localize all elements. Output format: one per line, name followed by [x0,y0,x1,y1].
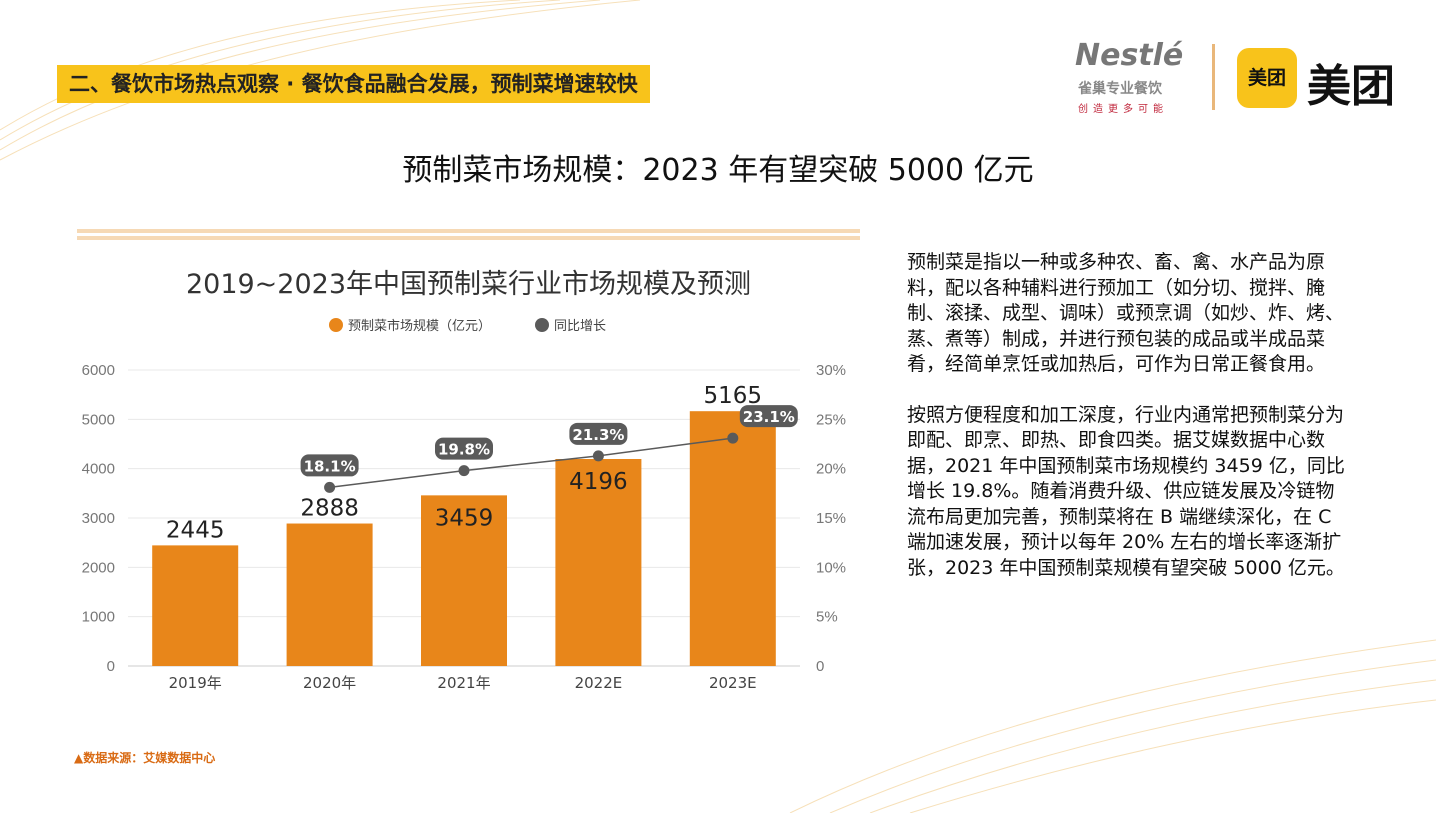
bar [689,411,776,666]
growth-label-bg [435,437,493,460]
left-axis-tick: 1000 [82,609,115,626]
meituan-logo: 美团 [1307,61,1395,112]
description-paragraph: 预制菜是指以一种或多种农、畜、禽、水产品为原料，配以各种辅料进行预加工（如分切、… [907,251,1345,375]
description-paragraph: 按照方便程度和加工深度，行业内通常把预制菜分为即配、即烹、即热、即食四类。据艾媒… [907,403,1345,579]
x-axis-tick: 2020年 [303,674,356,692]
growth-point [324,481,336,493]
growth-label-bg [569,422,628,445]
bar-value-label: 5165 [704,383,763,409]
growth-label-bg [300,454,359,477]
growth-point [458,465,470,477]
left-axis-tick: 5000 [82,411,115,428]
left-axis-tick: 6000 [82,362,115,379]
left-axis-tick: 2000 [82,559,115,576]
description: 预制菜是指以一种或多种农、畜、禽、水产品为原料，配以各种辅料进行预加工（如分切、… [907,250,1347,606]
section-title: 二、餐饮市场热点观察 · 餐饮食品融合发展，预制菜增速较快 [57,65,650,103]
logo-divider [1212,44,1215,110]
decorative-bands [77,229,860,243]
legend-label-bar: 预制菜市场规模（亿元） [348,318,491,334]
right-axis-tick: 10% [816,559,846,576]
bar-value-label: 4196 [569,469,628,495]
x-axis-tick: 2023E [709,674,757,692]
bar [555,458,642,666]
right-axis-tick: 5% [816,609,838,626]
growth-line [329,437,733,489]
growth-label: 19.8% [438,441,490,459]
slide-title: 预制菜市场规模：2023 年有望突破 5000 亿元 [402,153,1034,188]
logos: Nestlé 雀巢专业餐饮 创造更多可能 美团 美团 [1060,36,1420,116]
nestle-logo: Nestlé [1075,38,1184,73]
left-axis-tick: 3000 [82,510,115,527]
meituan-icon: 美团 [1237,48,1297,108]
bar [421,495,507,666]
chart-title: 2019~2023年中国预制菜行业市场规模及预测 [185,269,752,300]
right-axis-tick: 20% [816,461,846,478]
right-axis-tick: 15% [816,510,846,527]
right-axis-tick: 0 [816,658,824,675]
x-axis-tick: 2019年 [169,674,222,692]
growth-label-bg [739,405,798,428]
bar-value-label: 2888 [300,496,359,522]
legend-marker-bar [329,318,343,332]
bar-value-label: 3459 [435,505,494,531]
left-axis-tick: 4000 [82,461,115,478]
bar [152,545,239,666]
data-source: ▲数据来源：艾媒数据中心 [74,751,216,765]
legend-label-line: 同比增长 [554,319,606,334]
right-axis-tick: 25% [816,411,846,428]
growth-label: 18.1% [304,457,356,475]
right-axis-tick: 30% [816,362,846,379]
legend-marker-line [535,318,549,332]
growth-point [727,432,739,444]
bar [286,523,373,666]
nestle-subtitle: 雀巢专业餐饮 [1078,81,1162,97]
left-axis-tick: 0 [107,658,115,675]
x-axis-tick: 2021年 [437,674,490,692]
bar-value-label: 2445 [166,517,225,543]
x-axis-tick: 2022E [575,674,623,692]
growth-point [592,450,604,462]
nestle-slogan: 创造更多可能 [1078,104,1168,115]
growth-label: 23.1% [743,408,795,426]
growth-label: 21.3% [572,426,624,444]
